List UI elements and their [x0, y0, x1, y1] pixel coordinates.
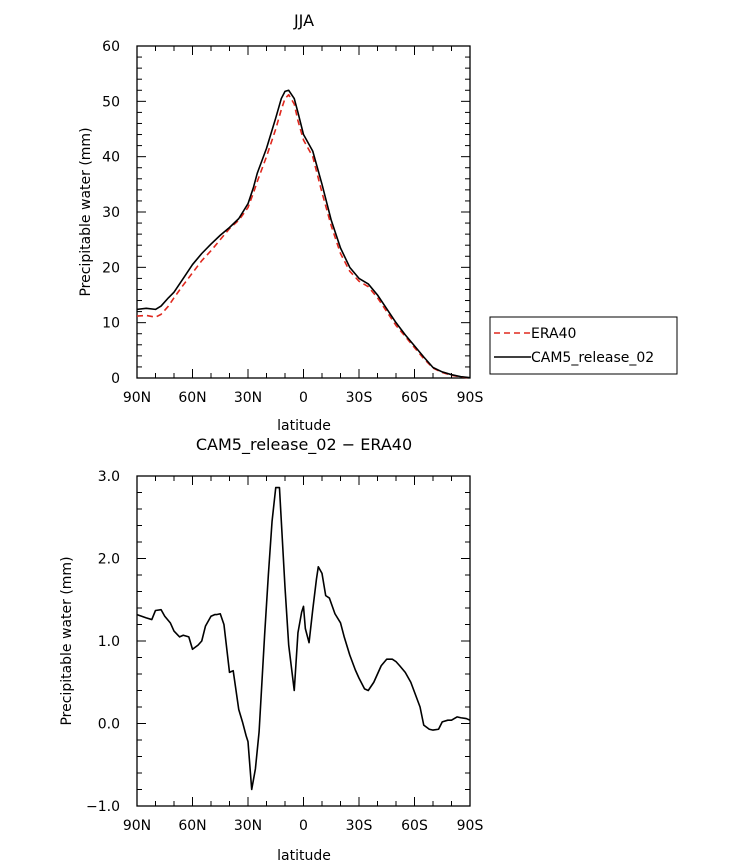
bottom-ticks: 90N 60N 30N 0 30S 60S 90S −1.0 0.0 1.0 2.0 3.0: [86, 469, 483, 834]
bottom-x-tick-label: 30N: [234, 818, 262, 834]
top-chart-title: JJA: [293, 11, 314, 30]
bottom-y-tick-label: 1.0: [98, 634, 120, 650]
bottom-x-tick-label: 90N: [123, 818, 151, 834]
top-x-tick-label: 90S: [457, 390, 484, 406]
bottom-x-tick-label: 0: [299, 818, 308, 834]
top-x-tick-label: 0: [299, 390, 308, 406]
bottom-chart-title: CAM5_release_02 − ERA40: [196, 435, 412, 455]
legend-box: [489, 316, 678, 375]
bottom-x-tick-label: 30S: [346, 818, 373, 834]
top-y-axis-label: Precipitable water (mm): [78, 127, 94, 296]
legend: ERA40 CAM5_release_02: [489, 316, 678, 375]
top-panel: JJA 90N 60N 30N 0 30S 60S 90S 0 10 20 30 40 50 60 lat…: [78, 11, 483, 434]
bottom-series-line-difference: [136, 486, 471, 791]
legend-label-cam5: CAM5_release_02: [531, 350, 654, 366]
top-x-tick-label: 30N: [234, 390, 262, 406]
top-y-tick-label: 30: [102, 205, 120, 221]
bottom-y-tick-label: 2.0: [98, 552, 120, 568]
top-x-tick-label: 60N: [178, 390, 206, 406]
bottom-y-tick-label: −1.0: [86, 799, 120, 815]
top-x-tick-label: 60S: [401, 390, 428, 406]
top-y-tick-label: 20: [102, 260, 120, 276]
top-x-axis-label: latitude: [277, 418, 331, 434]
bottom-x-tick-label: 60N: [178, 818, 206, 834]
top-series-line-cam5-release-02: [136, 89, 471, 379]
bottom-x-axis-label: latitude: [277, 848, 331, 864]
top-series-line-era40: [136, 93, 471, 379]
bottom-series-lines: [136, 486, 471, 791]
top-series-lines: [136, 89, 471, 379]
legend-label-era40: ERA40: [531, 326, 576, 342]
top-plot-frame: [136, 45, 471, 379]
top-y-tick-label: 50: [102, 94, 120, 110]
bottom-plot-frame: [136, 475, 471, 807]
top-y-tick-label: 0: [111, 371, 120, 387]
bottom-panel: CAM5_release_02 − ERA40 90N 60N 30N 0 30S 60S…: [59, 435, 483, 864]
top-y-tick-label: 60: [102, 39, 120, 55]
bottom-y-tick-label: 0.0: [98, 717, 120, 733]
bottom-y-axis-label: Precipitable water (mm): [59, 556, 75, 725]
top-y-tick-label: 10: [102, 316, 120, 332]
top-ticks: 90N 60N 30N 0 30S 60S 90S 0 10 20 30 40 50 60: [102, 39, 483, 406]
top-y-tick-label: 40: [102, 150, 120, 166]
bottom-y-tick-label: 3.0: [98, 469, 120, 485]
bottom-x-tick-label: 60S: [401, 818, 428, 834]
top-x-tick-label: 90N: [123, 390, 151, 406]
bottom-x-tick-label: 90S: [457, 818, 484, 834]
top-x-tick-label: 30S: [346, 390, 373, 406]
